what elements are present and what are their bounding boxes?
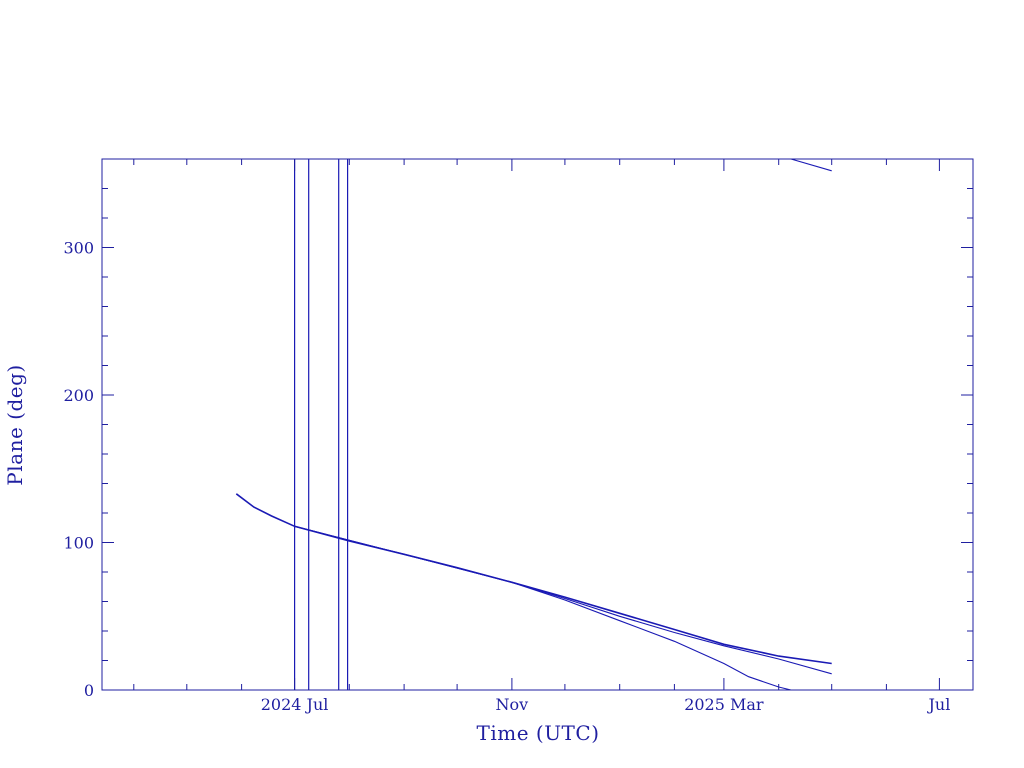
y-axis-title: Plane (deg)	[3, 364, 27, 485]
plot-frame	[101, 158, 974, 691]
vline-layer	[294, 159, 349, 690]
y-tick-label: 200	[63, 386, 94, 405]
series-layer	[235, 158, 832, 691]
x-tick-label: Jul	[927, 695, 951, 714]
y-tick-label: 0	[84, 681, 94, 700]
x-tick-label: 2024 Jul	[261, 695, 329, 714]
y-tick-label: 100	[63, 534, 94, 553]
series-line-1	[235, 493, 832, 665]
series-line-3	[294, 525, 792, 691]
x-tick-label: 2025 Mar	[684, 695, 764, 714]
series-line-2	[294, 525, 832, 675]
y-tick-label: 300	[63, 239, 94, 258]
x-axis-title: Time (UTC)	[477, 721, 600, 745]
label-layer: 0 100 200 300 2024 Jul Nov 2025 Mar Jul	[63, 239, 950, 715]
x-tick-label: Nov	[496, 695, 529, 714]
series-line-4	[790, 158, 832, 172]
tick-layer	[102, 158, 973, 691]
